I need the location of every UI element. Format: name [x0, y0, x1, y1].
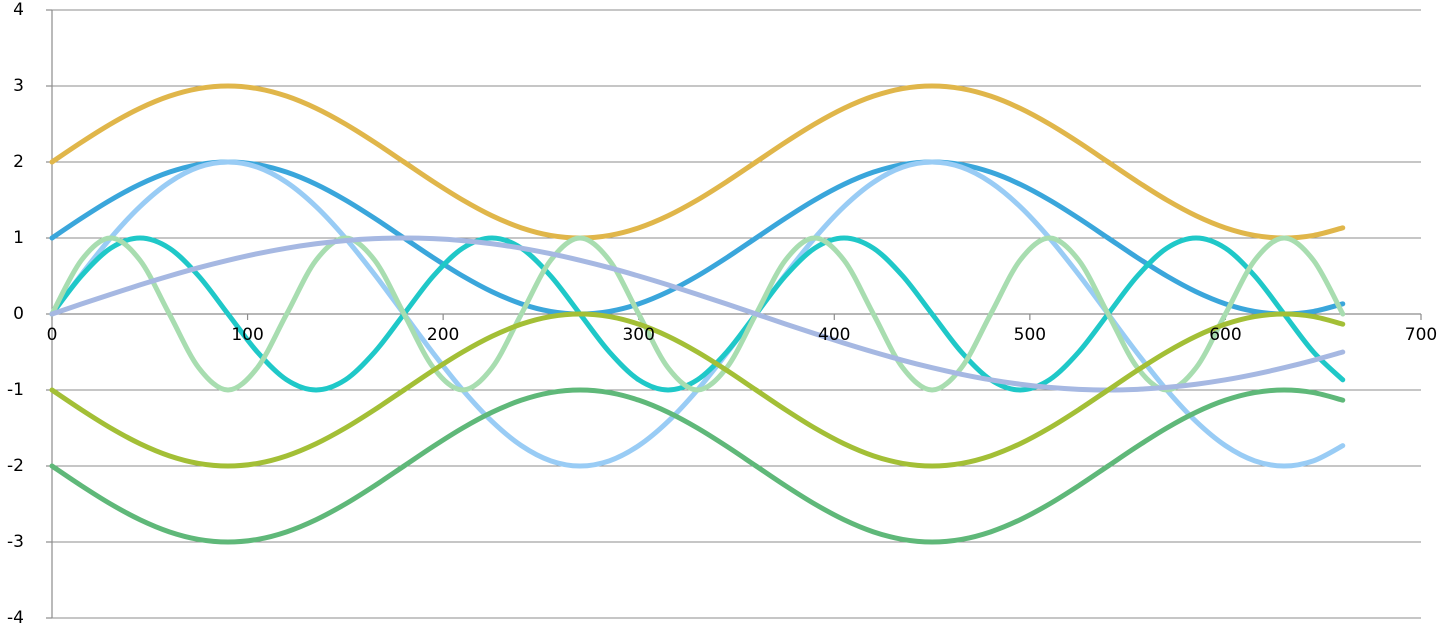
series-line-4: [49, 235, 1346, 393]
x-tick-label-7: 700: [1405, 325, 1437, 345]
y-tick-label-5: -1: [7, 380, 24, 400]
y-tick-label-4: 0: [13, 304, 24, 324]
series-line-8: [49, 387, 1346, 545]
y-tick-label-8: -4: [7, 608, 24, 628]
y-tick-label-1: 3: [13, 76, 24, 96]
series-line-6: [49, 235, 1346, 393]
series-lines: [49, 83, 1346, 545]
x-tick-label-5: 500: [1014, 325, 1046, 345]
x-tick-label-4: 400: [818, 325, 850, 345]
y-tick-label-7: -3: [7, 532, 24, 552]
series-line-2: [49, 159, 1346, 317]
series-line-1: [49, 83, 1346, 241]
series-line-5: [49, 235, 1346, 393]
x-tick-label-3: 300: [622, 325, 654, 345]
x-tick-label-1: 100: [231, 325, 263, 345]
axes: [46, 9, 1422, 619]
y-tick-labels: 4 3 2 1 0 -1 -2 -3 -4: [7, 0, 24, 628]
x-tick-label-6: 600: [1209, 325, 1241, 345]
y-tick-label-6: -2: [7, 456, 24, 476]
y-tick-label-3: 1: [13, 228, 24, 248]
series-line-7: [49, 311, 1346, 469]
grid-lines: [52, 9, 1421, 619]
y-tick-label-2: 2: [13, 152, 24, 172]
x-tick-label-0: 0: [47, 325, 58, 345]
y-tick-label-0: 4: [13, 0, 24, 20]
x-tick-labels: 0 100 200 300 400 500 600 700: [47, 325, 1438, 345]
x-tick-label-2: 200: [427, 325, 459, 345]
